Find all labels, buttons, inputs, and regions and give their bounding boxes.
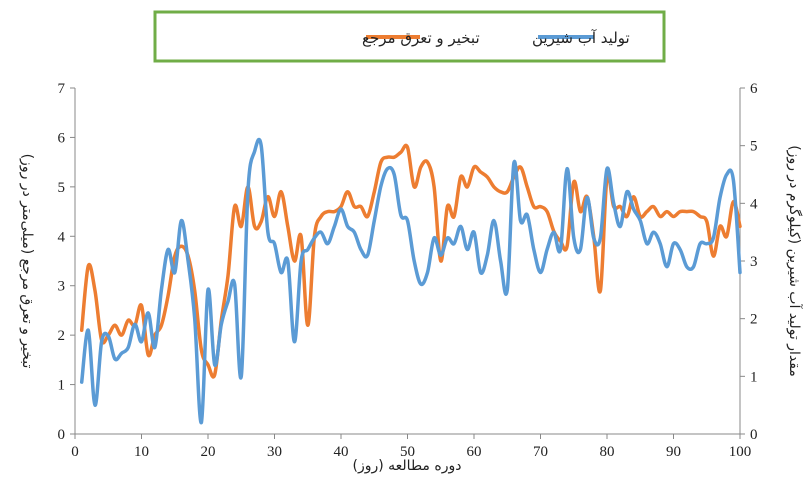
- y-right-tick-label: 4: [750, 196, 758, 212]
- series-line-etref: [79, 143, 742, 379]
- y-right-tick-label: 5: [750, 139, 758, 155]
- x-tick-label: 90: [666, 444, 681, 460]
- x-tick-label: 0: [71, 444, 79, 460]
- y-left-tick-label: 4: [58, 229, 66, 245]
- legend-label-etref: تبخیر و تعرق مرجع: [362, 29, 480, 47]
- y-right-ticks: 0 1 2 3 4 5 6: [740, 81, 758, 443]
- y-left-tick-label: 1: [58, 378, 66, 394]
- y-left-tick-label: 7: [58, 81, 66, 97]
- x-axis-title: دوره مطالعه (روز): [353, 458, 462, 474]
- y-right-tick-label: 3: [750, 254, 758, 270]
- x-tick-label: 70: [533, 444, 548, 460]
- y-left-tick-label: 5: [58, 180, 66, 196]
- y-right-tick-label: 1: [750, 369, 758, 385]
- y-right-tick-label: 6: [750, 81, 758, 97]
- x-tick-label: 30: [267, 444, 282, 460]
- y-right-tick-label: 2: [750, 312, 758, 328]
- y-left-ticks: 0 1 2 3 4 5 6 7: [58, 81, 75, 443]
- x-tick-label: 100: [729, 444, 752, 460]
- series-line-freshwater: [79, 137, 742, 425]
- legend-label-freshwater: تولید آب شیرین: [532, 29, 630, 47]
- y-left-tick-label: 3: [58, 279, 66, 295]
- x-tick-label: 20: [201, 444, 216, 460]
- x-tick-label: 40: [334, 444, 349, 460]
- y-left-tick-label: 0: [58, 427, 66, 443]
- y-axis-right-title: مقدار تولید آب شیرین (کیلوگرم در روز): [786, 145, 803, 377]
- y-left-tick-label: 2: [58, 328, 66, 344]
- x-tick-label: 10: [134, 444, 149, 460]
- x-ticks: 0 10 20 30 40 50 60 70 80 90 100: [71, 434, 751, 460]
- x-tick-label: 60: [467, 444, 482, 460]
- x-tick-label: 50: [400, 444, 415, 460]
- y-right-tick-label: 0: [750, 427, 758, 443]
- x-tick-label: 80: [600, 444, 615, 460]
- series-lines: [79, 137, 742, 425]
- y-axis-left-title: تبخیر و تعرق مرجع (میلی‌متر در روز): [19, 154, 35, 369]
- y-left-tick-label: 6: [58, 130, 66, 146]
